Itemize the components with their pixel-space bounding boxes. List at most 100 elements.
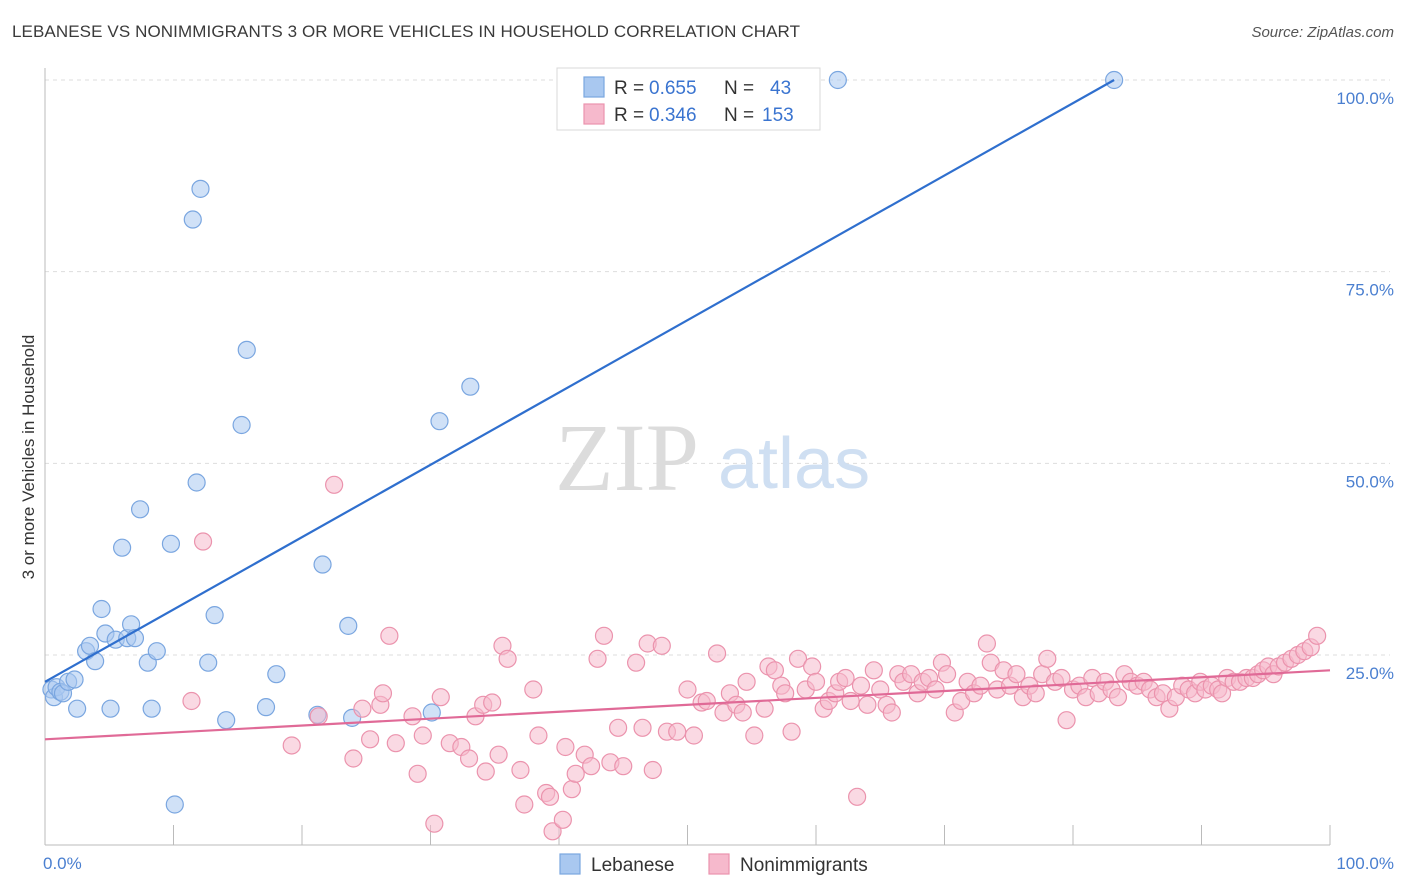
nonimmigrants-point-49 [652,636,671,655]
lebanese-point-33 [256,698,276,717]
nonimmigrants-point-99 [971,676,990,695]
nonimmigrants-point-110 [1038,649,1057,668]
lebanese-point-15 [112,538,132,557]
nonimmigrants-point-40 [588,649,607,668]
nonimmigrants-point-2 [282,736,301,755]
nonimmigrants-point-19 [459,749,479,768]
y-tick-label-1: 50.0% [1346,472,1394,491]
legend-n-label-1: N = [724,78,754,99]
lebanese-point-10 [86,652,105,671]
watermark-zip: ZIP [555,404,699,511]
lebanese-point-36 [313,555,332,574]
nonimmigrants-point-53 [684,726,704,745]
nonimmigrants-point-62 [745,726,764,745]
lebanese-point-37 [339,616,358,635]
nonimmigrants-point-16 [431,688,450,707]
nonimmigrants-point-51 [668,722,687,741]
nonimmigrants-point-67 [776,684,795,703]
nonimmigrants-point-79 [848,787,867,806]
nonimmigrants-point-37 [566,764,585,783]
nonimmigrants-point-39 [582,757,601,776]
legend-swatch-nonimmigrants [583,103,605,125]
nonimmigrants-point-100 [977,634,997,653]
legend-n-value-2: 153 [762,105,794,126]
nonimmigrants-point-60 [733,703,752,722]
trendline-nonimmigrants [44,669,1331,741]
nonimmigrants-point-55 [697,691,716,711]
lebanese-point-19 [130,500,150,519]
nonimmigrants-point-72 [806,672,826,691]
nonimmigrants-point-43 [609,718,628,737]
nonimmigrants-point-14 [413,726,432,745]
bottom-legend-swatch-lebanese [559,853,581,875]
nonimmigrants-point-52 [678,680,697,699]
nonimmigrants-point-5 [344,749,363,768]
nonimmigrants-point-3 [309,707,328,726]
trendlines [44,79,1331,741]
lebanese-point-9 [80,636,100,655]
watermark: ZIP atlas [555,404,870,511]
legend-r-label-2: R = [614,105,644,126]
nonimmigrants-point-63 [755,699,774,718]
lebanese-point-26 [187,473,206,492]
legend: R = 0.655 N = 43 R = 0.346 N = 153 [556,67,821,131]
nonimmigrants-point-77 [836,668,855,688]
nonimmigrants-point-23 [483,693,502,712]
nonimmigrants-point-44 [614,757,633,776]
lebanese-point-29 [205,606,224,625]
nonimmigrants-point-10 [380,626,399,645]
nonimmigrants-point-6 [353,699,372,718]
lebanese-point-42 [828,70,847,90]
nonimmigrants-point-105 [1007,665,1026,684]
legend-r-value-2: 0.346 [649,105,697,126]
nonimmigrants-point-15 [425,814,444,833]
x-tick-label-min: 0.0% [43,854,82,873]
chart-title: LEBANESE VS NONIMMIGRANTS 3 OR MORE VEHI… [12,22,801,41]
series-lebanese-points [42,70,1124,814]
nonimmigrants-point-28 [515,795,534,814]
lebanese-point-21 [142,699,161,718]
nonimmigrants-point-26 [498,649,517,668]
legend-n-value-1: 43 [770,78,791,99]
trendline-lebanese [44,79,1115,683]
nonimmigrants-point-71 [803,657,822,676]
lebanese-point-7 [68,699,87,718]
y-tick-label-0: 25.0% [1346,664,1394,683]
legend-r-label-1: R = [614,78,644,99]
y-tick-label-3: 100.0% [1336,89,1394,108]
lebanese-point-6 [65,670,84,689]
watermark-atlas: atlas [718,424,870,504]
lebanese-point-27 [191,179,210,198]
nonimmigrants-point-34 [553,810,572,829]
nonimmigrants-point-7 [361,730,380,749]
nonimmigrants-point-69 [788,649,808,668]
bottom-legend-label-lebanese: Lebanese [591,855,674,876]
nonimmigrants-point-35 [556,737,575,757]
nonimmigrants-point-0 [182,691,201,711]
nonimmigrants-point-65 [765,661,784,680]
nonimmigrants-point-61 [737,672,756,691]
nonimmigrants-point-33 [543,822,562,841]
nonimmigrants-point-113 [1057,711,1076,730]
nonimmigrants-point-121 [1108,688,1128,707]
y-tick-label-2: 75.0% [1346,281,1394,300]
lebanese-point-28 [199,653,218,672]
nonimmigrants-point-46 [633,718,652,737]
nonimmigrants-point-22 [476,762,495,781]
nonimmigrants-point-108 [1026,684,1045,703]
lebanese-point-40 [430,412,449,431]
nonimmigrants-point-80 [851,676,871,695]
x-tick-label-max: 100.0% [1336,854,1394,873]
nonimmigrants-point-4 [325,475,344,494]
lebanese-point-39 [422,703,441,722]
lebanese-point-11 [92,599,111,619]
lebanese-point-31 [232,415,251,435]
nonimmigrants-point-27 [511,760,530,780]
bottom-legend: Lebanese Nonimmigrants [559,853,868,876]
nonimmigrants-point-94 [937,665,957,684]
nonimmigrants-point-9 [373,684,393,703]
nonimmigrants-point-30 [529,726,548,745]
lebanese-point-24 [165,795,184,814]
legend-swatch-lebanese [583,76,605,98]
nonimmigrants-point-92 [926,680,945,699]
